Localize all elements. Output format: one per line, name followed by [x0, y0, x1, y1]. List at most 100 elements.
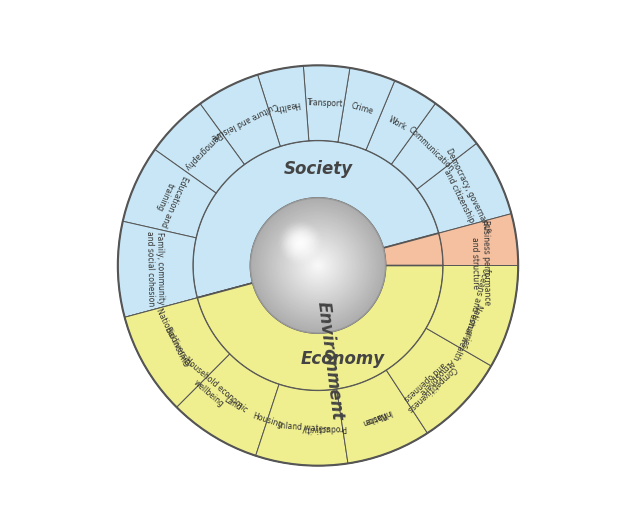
Circle shape: [315, 262, 321, 269]
Polygon shape: [197, 233, 443, 391]
Circle shape: [287, 229, 314, 257]
Circle shape: [256, 203, 380, 328]
Text: Land: Land: [223, 396, 244, 413]
Text: Oceans and estuaries: Oceans and estuaries: [460, 267, 490, 349]
Circle shape: [305, 252, 331, 279]
Circle shape: [281, 228, 355, 303]
Circle shape: [310, 258, 326, 273]
Circle shape: [259, 207, 377, 324]
Polygon shape: [118, 221, 197, 318]
Circle shape: [284, 232, 352, 299]
Circle shape: [284, 227, 317, 259]
Circle shape: [273, 220, 363, 311]
Text: Productivity: Productivity: [301, 423, 347, 433]
Circle shape: [307, 254, 329, 277]
Circle shape: [294, 242, 342, 289]
Text: Waste: Waste: [363, 409, 389, 426]
Polygon shape: [420, 294, 513, 380]
Text: Business performance
and structure: Business performance and structure: [470, 220, 491, 305]
Polygon shape: [366, 81, 436, 164]
Text: Competitiveness
and openness: Competitiveness and openness: [398, 357, 458, 414]
Polygon shape: [258, 66, 309, 146]
Circle shape: [302, 250, 334, 281]
Circle shape: [292, 239, 344, 292]
Polygon shape: [439, 213, 518, 311]
Circle shape: [292, 234, 309, 252]
Circle shape: [291, 238, 345, 293]
Polygon shape: [256, 384, 348, 466]
Circle shape: [282, 229, 354, 302]
Circle shape: [309, 256, 327, 275]
Circle shape: [263, 210, 373, 321]
Circle shape: [271, 218, 365, 313]
Circle shape: [255, 202, 381, 329]
Circle shape: [257, 204, 379, 327]
Circle shape: [306, 253, 330, 278]
Text: Inflation: Inflation: [360, 407, 392, 427]
Circle shape: [264, 211, 372, 320]
Circle shape: [283, 226, 318, 261]
Polygon shape: [224, 376, 301, 464]
Circle shape: [317, 264, 319, 267]
Text: Economy: Economy: [301, 349, 385, 367]
Circle shape: [290, 237, 346, 294]
Circle shape: [282, 224, 319, 262]
Circle shape: [312, 260, 324, 271]
Polygon shape: [303, 65, 350, 142]
Text: Society: Society: [284, 160, 352, 178]
Circle shape: [279, 222, 322, 264]
Text: Atmosphere: Atmosphere: [417, 357, 455, 397]
Circle shape: [254, 201, 382, 330]
Circle shape: [287, 235, 349, 296]
Text: National wealth: National wealth: [450, 302, 483, 361]
Text: National income: National income: [154, 307, 190, 367]
Circle shape: [286, 234, 350, 297]
Polygon shape: [200, 75, 280, 165]
Text: Culture and leisure: Culture and leisure: [210, 100, 279, 141]
Circle shape: [308, 255, 328, 276]
Polygon shape: [290, 388, 359, 466]
Text: Housing: Housing: [251, 411, 284, 429]
Circle shape: [301, 249, 335, 282]
Polygon shape: [125, 298, 218, 386]
Circle shape: [293, 235, 308, 251]
Circle shape: [277, 225, 359, 306]
Text: Family, community
and social cohesion: Family, community and social cohesion: [145, 231, 166, 306]
Circle shape: [298, 241, 303, 245]
Circle shape: [311, 259, 325, 272]
Circle shape: [280, 227, 356, 304]
Text: Crime: Crime: [350, 101, 375, 116]
Circle shape: [266, 213, 370, 318]
Polygon shape: [158, 341, 259, 442]
Polygon shape: [338, 68, 395, 150]
Polygon shape: [417, 143, 511, 233]
Circle shape: [286, 228, 315, 258]
Polygon shape: [426, 266, 518, 366]
Polygon shape: [391, 104, 476, 189]
Text: Work: Work: [387, 115, 408, 132]
Circle shape: [297, 239, 304, 247]
Text: Democracy, governance
and citizenship: Democracy, governance and citizenship: [434, 148, 493, 239]
Circle shape: [261, 208, 375, 323]
Polygon shape: [125, 298, 230, 407]
Text: Demography: Demography: [182, 131, 223, 172]
Text: Health: Health: [274, 99, 301, 113]
Polygon shape: [193, 140, 439, 298]
Circle shape: [286, 233, 350, 298]
Polygon shape: [387, 328, 491, 433]
Text: Inland waters: Inland waters: [278, 421, 331, 434]
Polygon shape: [380, 337, 482, 439]
Circle shape: [261, 209, 375, 322]
Circle shape: [265, 212, 371, 319]
Polygon shape: [177, 354, 279, 456]
Circle shape: [270, 217, 366, 314]
Circle shape: [296, 238, 305, 248]
Circle shape: [291, 233, 310, 253]
Circle shape: [280, 223, 321, 263]
Circle shape: [314, 261, 322, 270]
Circle shape: [296, 243, 340, 288]
Circle shape: [283, 230, 353, 301]
Circle shape: [298, 245, 338, 286]
Polygon shape: [155, 104, 244, 193]
Circle shape: [275, 222, 361, 309]
